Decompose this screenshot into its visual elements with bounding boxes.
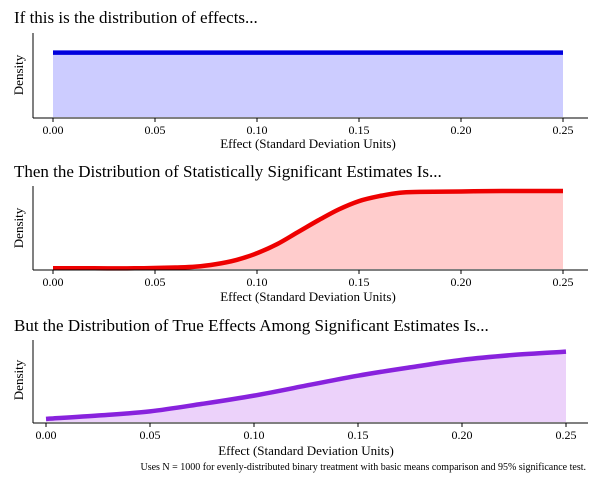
panel-1-plot-area — [52, 50, 564, 122]
x-tick-label: 0.05 — [145, 123, 166, 137]
x-tick-label: 0.20 — [452, 428, 473, 442]
x-tick-label: 0.15 — [349, 275, 370, 289]
x-tick-label: 0.05 — [140, 428, 161, 442]
x-tick-label: 0.15 — [348, 428, 369, 442]
panel-3-x-axis-label: Effect (Standard Deviation Units) — [218, 443, 394, 458]
x-tick-label: 0.00 — [43, 275, 64, 289]
x-tick-label: 0.20 — [451, 123, 472, 137]
panel-3: But the Distribution of True Effects Amo… — [11, 316, 588, 458]
panel-2-title: Then the Distribution of Statistically S… — [14, 162, 442, 181]
x-tick-label: 0.25 — [553, 275, 574, 289]
x-tick-label: 0.25 — [553, 123, 574, 137]
panel-2-x-axis-label: Effect (Standard Deviation Units) — [220, 289, 396, 304]
panel-2-plot-area — [52, 188, 564, 274]
x-tick-label: 0.00 — [43, 123, 64, 137]
panel-2: Then the Distribution of Statistically S… — [11, 162, 588, 304]
panel-3-x-ticks: 0.00 0.05 0.10 0.15 0.20 0.25 — [36, 428, 577, 442]
panel-2-y-axis-label: Density — [11, 207, 26, 248]
x-tick-label: 0.10 — [244, 428, 265, 442]
footnote: Uses N = 1000 for evenly-distributed bin… — [140, 462, 586, 473]
x-tick-label: 0.05 — [145, 275, 166, 289]
x-tick-label: 0.20 — [451, 275, 472, 289]
density-area-fill — [53, 52, 563, 117]
panel-2-x-ticks: 0.00 0.05 0.10 0.15 0.20 0.25 — [43, 275, 574, 289]
density-line — [52, 188, 563, 271]
panel-1-x-axis-label: Effect (Standard Deviation Units) — [220, 136, 396, 151]
panel-1-y-axis-label: Density — [11, 54, 26, 95]
panel-3-plot-area — [45, 349, 567, 427]
panel-1: If this is the distribution of effects..… — [11, 8, 588, 151]
panel-1-x-ticks: 0.00 0.05 0.10 0.15 0.20 0.25 — [43, 123, 574, 137]
panel-3-title: But the Distribution of True Effects Amo… — [14, 316, 489, 335]
x-tick-label: 0.10 — [247, 275, 268, 289]
density-area-fill — [53, 191, 563, 269]
density-line — [45, 349, 567, 422]
x-tick-label: 0.00 — [36, 428, 57, 442]
x-tick-label: 0.15 — [349, 123, 370, 137]
x-tick-label: 0.25 — [556, 428, 577, 442]
panel-1-title: If this is the distribution of effects..… — [14, 8, 258, 27]
x-tick-label: 0.10 — [247, 123, 268, 137]
panel-3-y-axis-label: Density — [11, 359, 26, 400]
